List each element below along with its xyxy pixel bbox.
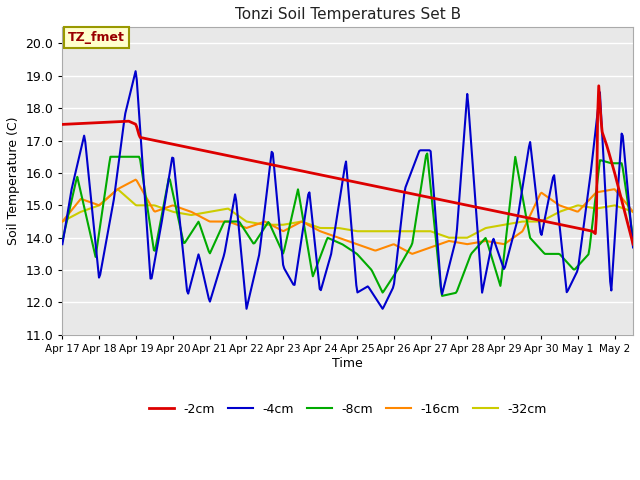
-2cm bbox=[333, 175, 340, 181]
-4cm bbox=[618, 131, 625, 136]
-2cm bbox=[330, 175, 337, 180]
-8cm bbox=[367, 267, 375, 273]
-32cm bbox=[618, 205, 625, 211]
Line: -16cm: -16cm bbox=[63, 180, 633, 254]
-16cm bbox=[334, 235, 342, 240]
-16cm bbox=[331, 233, 339, 239]
Text: TZ_fmet: TZ_fmet bbox=[68, 31, 125, 44]
Legend: -2cm, -4cm, -8cm, -16cm, -32cm: -2cm, -4cm, -8cm, -16cm, -32cm bbox=[143, 398, 552, 421]
-8cm bbox=[59, 238, 67, 244]
-32cm bbox=[331, 225, 339, 231]
Y-axis label: Soil Temperature (C): Soil Temperature (C) bbox=[7, 117, 20, 245]
-2cm bbox=[595, 83, 603, 89]
-32cm bbox=[529, 218, 536, 224]
-8cm bbox=[333, 239, 340, 245]
-4cm bbox=[379, 306, 387, 312]
-16cm bbox=[59, 218, 67, 224]
-32cm bbox=[334, 225, 342, 231]
-8cm bbox=[618, 160, 625, 166]
-8cm bbox=[424, 151, 431, 156]
Line: -8cm: -8cm bbox=[63, 154, 633, 296]
-8cm bbox=[629, 235, 637, 240]
-16cm bbox=[408, 251, 416, 257]
-32cm bbox=[113, 187, 121, 192]
-8cm bbox=[438, 293, 446, 299]
-8cm bbox=[398, 259, 406, 265]
-8cm bbox=[330, 238, 337, 243]
-4cm bbox=[334, 207, 342, 213]
-4cm bbox=[132, 68, 140, 74]
-32cm bbox=[399, 228, 407, 234]
-4cm bbox=[369, 290, 376, 296]
-16cm bbox=[629, 209, 637, 215]
-4cm bbox=[529, 159, 536, 165]
-4cm bbox=[331, 229, 339, 235]
-2cm bbox=[367, 182, 375, 188]
-4cm bbox=[59, 241, 67, 247]
-32cm bbox=[59, 218, 67, 224]
-32cm bbox=[446, 235, 454, 240]
-32cm bbox=[629, 209, 637, 215]
-16cm bbox=[369, 247, 376, 252]
-2cm bbox=[616, 192, 624, 198]
Line: -4cm: -4cm bbox=[63, 71, 633, 309]
Title: Tonzi Soil Temperatures Set B: Tonzi Soil Temperatures Set B bbox=[235, 7, 461, 22]
-16cm bbox=[618, 195, 625, 201]
-16cm bbox=[132, 177, 140, 182]
-2cm bbox=[629, 241, 637, 247]
-16cm bbox=[529, 208, 536, 214]
-16cm bbox=[399, 246, 407, 252]
-4cm bbox=[629, 244, 637, 250]
-32cm bbox=[369, 228, 376, 234]
-8cm bbox=[529, 238, 536, 243]
X-axis label: Time: Time bbox=[332, 357, 363, 370]
-4cm bbox=[401, 190, 408, 196]
Line: -32cm: -32cm bbox=[63, 190, 633, 238]
-2cm bbox=[59, 121, 67, 127]
-2cm bbox=[398, 189, 406, 194]
Line: -2cm: -2cm bbox=[63, 86, 633, 244]
-2cm bbox=[526, 216, 534, 221]
